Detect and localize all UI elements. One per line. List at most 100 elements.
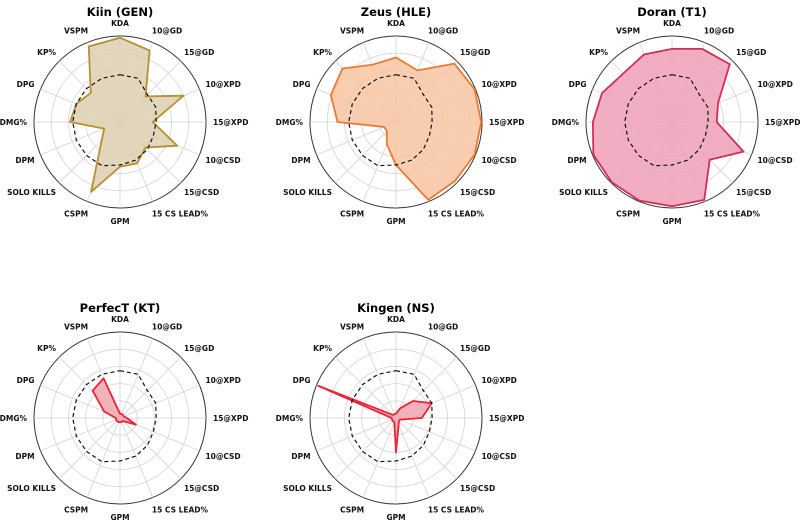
axis-label: KDA bbox=[387, 19, 405, 28]
axis-label: DPM bbox=[291, 452, 310, 461]
axis-label: DMG% bbox=[0, 118, 27, 127]
grid-spoke bbox=[395, 417, 430, 498]
axis-label: 10@GD bbox=[428, 27, 458, 36]
axis-label: 10@XPD bbox=[481, 80, 516, 89]
grid-spoke bbox=[119, 338, 154, 419]
axis-label: DPG bbox=[17, 376, 35, 385]
axis-label: VSPM bbox=[340, 27, 364, 36]
reference-series-line bbox=[72, 74, 157, 167]
axis-label: DMG% bbox=[276, 414, 304, 423]
grid-spoke bbox=[334, 356, 397, 419]
grid-spoke bbox=[119, 417, 182, 480]
radar-panel: Kingen (NS)KDA 10@GD 15@GD 10@XPD 15@XPD 10@C… bbox=[276, 301, 525, 522]
player-series-area bbox=[591, 48, 745, 208]
axis-label: 15@CSD bbox=[184, 484, 219, 493]
axis-label: KP% bbox=[313, 344, 332, 353]
panel-title: Kiin (GEN) bbox=[87, 5, 153, 19]
axis-label: DPM bbox=[15, 156, 34, 165]
axis-label: 10@XPD bbox=[205, 80, 240, 89]
axis-label: KDA bbox=[111, 315, 129, 324]
grid-spoke bbox=[362, 417, 397, 498]
panel-title: Doran (T1) bbox=[637, 5, 706, 19]
player-series-area bbox=[91, 377, 137, 426]
axis-label: 10@GD bbox=[152, 27, 182, 36]
axis-label: GPM bbox=[662, 217, 681, 226]
player-series-area bbox=[69, 36, 185, 193]
axis-label: 15@CSD bbox=[184, 188, 219, 197]
axis-label: 10@CSD bbox=[757, 156, 792, 165]
axis-label: DMG% bbox=[0, 414, 27, 423]
radar-panel: Zeus (HLE)KDA 10@GD 15@GD 10@XPD 15@XPD 10@CS… bbox=[276, 5, 525, 226]
axis-label: DPM bbox=[15, 452, 34, 461]
axis-label: 10@GD bbox=[428, 323, 458, 332]
axis-label: CSPM bbox=[64, 209, 88, 218]
axis-label: 15@GD bbox=[184, 48, 214, 57]
axis-label: DPM bbox=[567, 156, 586, 165]
axis-label: 10@GD bbox=[152, 323, 182, 332]
grid-spoke bbox=[334, 121, 397, 184]
axis-label: 15@GD bbox=[184, 344, 214, 353]
grid-spoke bbox=[119, 417, 154, 498]
axis-label: DPG bbox=[569, 80, 587, 89]
axis-label: VSPM bbox=[340, 323, 364, 332]
axis-label: 15 CS LEAD% bbox=[428, 505, 485, 514]
axis-label: KDA bbox=[111, 19, 129, 28]
panel-title: Zeus (HLE) bbox=[361, 5, 432, 19]
axis-label: KP% bbox=[313, 48, 332, 57]
axis-label: GPM bbox=[386, 217, 405, 226]
grid-spoke bbox=[362, 338, 397, 419]
grid-spoke bbox=[395, 417, 458, 480]
axis-label: DPG bbox=[17, 80, 35, 89]
axis-label: DPG bbox=[293, 80, 311, 89]
axis-label: CSPM bbox=[64, 505, 88, 514]
axis-label: 15@XPD bbox=[489, 118, 524, 127]
axis-label: 10@XPD bbox=[757, 80, 792, 89]
grid-spoke bbox=[395, 338, 430, 419]
axis-label: 15@GD bbox=[460, 48, 490, 57]
axis-label: 15@GD bbox=[736, 48, 766, 57]
axis-label: DMG% bbox=[276, 118, 304, 127]
grid-spoke bbox=[316, 417, 397, 452]
axis-label: SOLO KILLS bbox=[283, 484, 332, 493]
axis-label: SOLO KILLS bbox=[283, 188, 332, 197]
axis-label: 10@CSD bbox=[205, 156, 240, 165]
axis-label: SOLO KILLS bbox=[7, 484, 56, 493]
axis-label: VSPM bbox=[64, 27, 88, 36]
grid-spoke bbox=[58, 417, 121, 480]
axis-label: 15 CS LEAD% bbox=[428, 209, 485, 218]
grid-spoke bbox=[395, 417, 476, 452]
axis-label: CSPM bbox=[340, 209, 364, 218]
axis-label: 15@XPD bbox=[765, 118, 800, 127]
axis-label: 15@GD bbox=[460, 344, 490, 353]
axis-label: KDA bbox=[663, 19, 681, 28]
axis-label: 15 CS LEAD% bbox=[704, 209, 761, 218]
axis-label: 10@XPD bbox=[481, 376, 516, 385]
axis-label: GPM bbox=[110, 217, 129, 226]
axis-label: CSPM bbox=[340, 505, 364, 514]
axis-label: CSPM bbox=[616, 209, 640, 218]
grid-spoke bbox=[119, 356, 182, 419]
axis-label: DPG bbox=[293, 376, 311, 385]
axis-label: 10@CSD bbox=[205, 452, 240, 461]
axis-label: 15@XPD bbox=[489, 414, 524, 423]
axis-label: 10@CSD bbox=[481, 156, 516, 165]
axis-label: 15@CSD bbox=[736, 188, 771, 197]
axis-label: VSPM bbox=[64, 323, 88, 332]
player-series-area bbox=[329, 56, 483, 201]
axis-label: 10@XPD bbox=[205, 376, 240, 385]
grid-spoke bbox=[86, 417, 121, 498]
panel-title: Kingen (NS) bbox=[357, 301, 435, 315]
axis-label: 10@CSD bbox=[481, 452, 516, 461]
axis-label: KDA bbox=[387, 315, 405, 324]
radar-panel: Kiin (GEN)KDA 10@GD 15@GD 10@XPD 15@XPD 10@CS… bbox=[0, 5, 248, 226]
axis-label: KP% bbox=[589, 48, 608, 57]
axis-label: KP% bbox=[37, 344, 56, 353]
axis-label: 10@GD bbox=[704, 27, 734, 36]
radar-panel: Doran (T1)KDA 10@GD 15@GD 10@XPD 15@XPD 10@CS… bbox=[552, 5, 800, 226]
reference-series-line bbox=[72, 370, 157, 463]
player-series-area bbox=[317, 384, 433, 454]
radar-panel: PerfecT (KT)KDA 10@GD 15@GD 10@XPD 15@XPD 10@… bbox=[0, 301, 248, 522]
axis-label: GPM bbox=[386, 513, 405, 522]
grid-spoke bbox=[334, 417, 397, 480]
axis-label: 15@CSD bbox=[460, 188, 495, 197]
